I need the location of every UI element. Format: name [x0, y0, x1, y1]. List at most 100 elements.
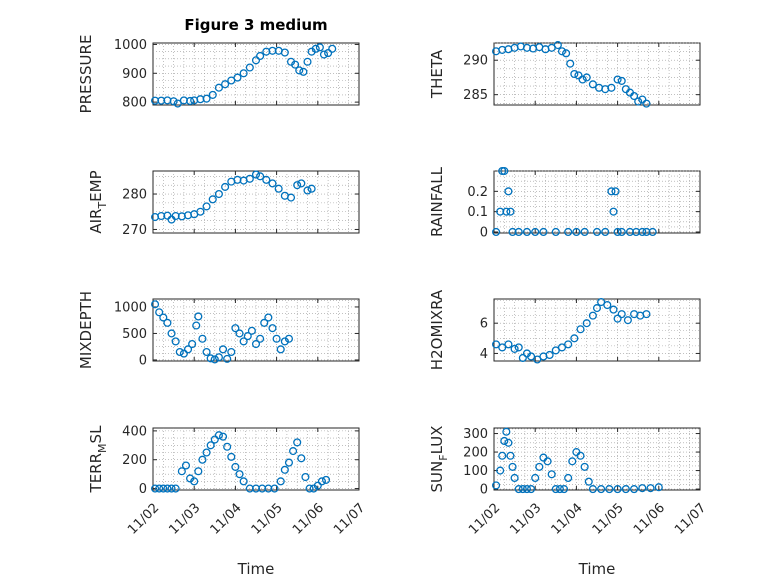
data-point — [167, 484, 176, 493]
data-point — [588, 80, 597, 89]
y-tick-label: 400 — [122, 424, 147, 439]
y-tick-label: 270 — [122, 223, 147, 238]
data-point — [280, 337, 289, 346]
data-point — [328, 44, 337, 53]
data-point — [284, 334, 294, 343]
y-tick-label: 1000 — [114, 300, 147, 315]
chart-h2omixra: 4 6 H2OMIXRA — [428, 289, 701, 370]
data-point — [256, 51, 265, 61]
y-tick-label: 0.2 — [467, 185, 488, 200]
data-point — [613, 314, 622, 323]
data-point — [317, 477, 326, 486]
y-tick-label: 0.1 — [467, 205, 488, 220]
data-point — [568, 457, 577, 466]
data-point — [510, 344, 519, 353]
data-point — [613, 485, 622, 494]
y-axis-label: SUNFLUX — [428, 426, 450, 493]
data-point — [311, 44, 320, 53]
x-tick-label: 11/06 — [290, 501, 327, 538]
y-tick-label: 0 — [139, 353, 147, 368]
data-point — [163, 318, 172, 327]
y-tick-label: 4 — [480, 347, 488, 362]
y-label-main: AIR — [87, 209, 105, 234]
data-point — [321, 475, 331, 484]
data-point — [502, 207, 511, 216]
data-point — [592, 227, 602, 237]
x-tick-label: 11/07 — [672, 501, 709, 538]
y-axis-label: AIRTEMP — [87, 170, 109, 233]
data-point — [527, 485, 536, 494]
data-point — [186, 96, 195, 106]
data-point — [239, 337, 248, 346]
data-point — [319, 50, 329, 59]
data-point — [198, 455, 207, 464]
data-point — [163, 484, 172, 493]
data-point — [514, 227, 523, 237]
data-point — [293, 181, 302, 190]
y-tick-label: 285 — [463, 88, 488, 103]
data-point — [597, 485, 606, 494]
data-point — [592, 304, 602, 313]
data-point — [551, 227, 560, 237]
data-point — [159, 484, 168, 493]
data-point — [299, 67, 308, 76]
data-point — [231, 462, 240, 471]
data-point — [192, 321, 201, 330]
data-point — [588, 311, 597, 320]
data-point — [214, 83, 223, 92]
chart-terr_msl: 0 200 400 11/02 11/03 11/04 11/05 11/06 11/07 TER… — [87, 424, 368, 578]
data-point — [247, 326, 256, 335]
data-point — [518, 485, 527, 494]
data-point — [506, 451, 515, 460]
data-point — [584, 477, 593, 486]
data-point — [605, 485, 614, 494]
data-point — [251, 339, 261, 349]
data-point — [286, 193, 296, 202]
y-tick-label: 200 — [463, 446, 488, 461]
data-point — [617, 227, 626, 237]
data-point — [564, 340, 573, 349]
data-point — [601, 227, 610, 237]
y-label-subscript: F — [437, 454, 450, 460]
data-point — [301, 472, 310, 482]
data-point — [218, 432, 228, 441]
y-tick-label: 300 — [463, 427, 488, 442]
data-point — [580, 227, 589, 237]
data-point — [634, 97, 643, 106]
data-point — [239, 477, 248, 486]
data-point — [171, 337, 180, 346]
data-point — [202, 347, 211, 357]
data-point — [613, 75, 622, 84]
data-point — [621, 485, 630, 494]
data-point — [557, 47, 567, 56]
data-point — [175, 347, 184, 357]
data-point — [609, 305, 618, 314]
x-tick-label: 11/02 — [125, 501, 162, 538]
data-point — [289, 447, 298, 456]
data-point — [632, 227, 641, 237]
data-point — [522, 485, 532, 494]
y-tick-label: 0 — [480, 225, 488, 240]
data-point — [498, 343, 507, 352]
data-point — [303, 186, 312, 195]
data-point — [502, 427, 511, 436]
data-point — [272, 334, 281, 343]
data-point — [151, 300, 160, 309]
data-point — [181, 461, 191, 470]
data-point — [221, 80, 230, 89]
data-point — [214, 189, 223, 199]
data-point — [510, 473, 519, 483]
x-tick-label: 11/04 — [208, 501, 245, 538]
data-point — [245, 63, 254, 72]
data-point — [562, 49, 571, 58]
data-point — [276, 477, 285, 486]
data-point — [496, 466, 505, 475]
data-point — [169, 97, 178, 106]
data-point — [547, 470, 556, 479]
x-tick-label: 11/05 — [249, 501, 286, 538]
data-point — [533, 355, 542, 364]
data-point — [504, 438, 513, 447]
y-tick-label: 200 — [122, 453, 147, 468]
data-point — [151, 484, 160, 493]
